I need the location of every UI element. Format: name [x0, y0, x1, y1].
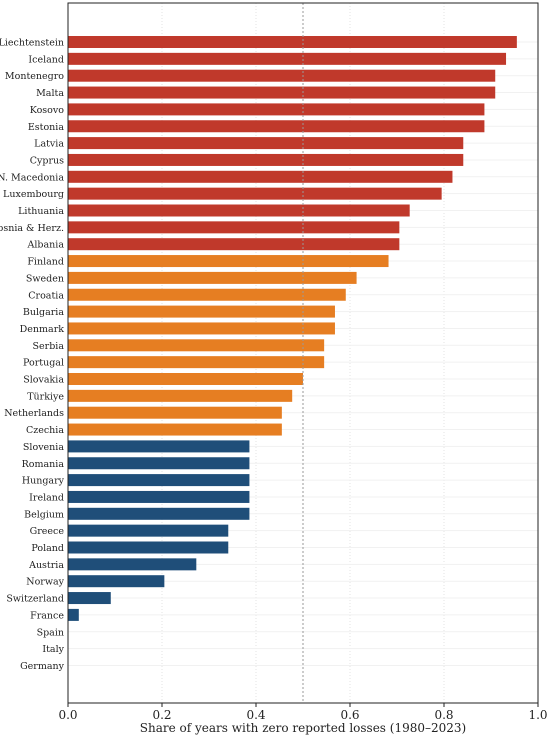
bar-romania [68, 457, 250, 470]
category-label: Germany [20, 661, 65, 672]
category-label: Cyprus [30, 155, 64, 166]
category-label: Switzerland [6, 594, 64, 605]
x-tick-label: 0.0 [58, 708, 77, 722]
bar-t-rkiye [68, 389, 293, 402]
bar-finland [68, 255, 389, 268]
category-label: Poland [31, 543, 64, 554]
x-tick-label: 0.8 [434, 708, 453, 722]
category-label: Slovenia [23, 442, 64, 453]
bar-n-macedonia [68, 170, 453, 183]
bar-sweden [68, 271, 357, 284]
bar-croatia [68, 288, 346, 301]
category-label: Bosnia & Herz. [0, 223, 64, 234]
category-label: N. Macedonia [0, 172, 64, 183]
bar-albania [68, 238, 400, 251]
category-label: Spain [37, 627, 64, 638]
category-label: Malta [36, 88, 64, 99]
x-tick-label: 0.2 [152, 708, 171, 722]
x-tick-label: 0.6 [340, 708, 359, 722]
bar-kosovo [68, 103, 485, 116]
category-label: Austria [28, 560, 64, 571]
category-label: Portugal [23, 358, 64, 369]
bar-greece [68, 524, 229, 537]
bar-poland [68, 541, 229, 554]
bar-czechia [68, 423, 282, 436]
bar-cyprus [68, 153, 464, 166]
bars [68, 36, 538, 666]
y-tick-labels: Liechtenstein Iceland Montenegro Malta Kosov… [0, 38, 65, 672]
bar-portugal [68, 356, 325, 369]
bar-liechtenstein [68, 36, 517, 48]
category-label: Greece [30, 526, 65, 537]
bar-serbia [68, 339, 325, 352]
bar-ireland [68, 490, 250, 503]
bar-slovenia [68, 440, 250, 453]
plot-frame [67, 2, 539, 704]
bar-austria [68, 558, 197, 571]
category-label: Türkiye [27, 391, 64, 402]
category-label: Croatia [28, 290, 64, 301]
x-tick-label: 1.0 [528, 708, 547, 722]
bar-hungary [68, 474, 250, 487]
category-label: Kosovo [30, 105, 65, 116]
bar-slovakia [68, 373, 303, 385]
bar-switzerland [68, 592, 111, 605]
category-label: Slovakia [23, 375, 64, 386]
category-label: Romania [22, 459, 65, 470]
category-label: Bulgaria [23, 307, 64, 318]
category-label: France [30, 610, 64, 621]
bar-norway [68, 575, 165, 588]
bar-denmark [68, 322, 335, 335]
bar-iceland [68, 52, 507, 65]
bar-netherlands [68, 406, 282, 419]
category-label: Norway [26, 577, 64, 588]
category-label: Denmark [20, 324, 65, 335]
category-label: Netherlands [4, 408, 64, 419]
category-label: Hungary [22, 476, 65, 487]
category-label: Iceland [28, 54, 64, 65]
category-label: Latvia [34, 139, 64, 150]
category-label: Italy [42, 644, 64, 655]
x-ticks: 0.0 0.2 0.4 0.6 0.8 1.0 [58, 703, 548, 722]
category-label: Albania [27, 240, 65, 251]
bar-belgium [68, 507, 250, 520]
bar-france [68, 608, 79, 621]
category-label: Luxembourg [3, 189, 64, 200]
category-label: Estonia [28, 122, 65, 133]
bar-montenegro [68, 69, 496, 82]
bar-estonia [68, 120, 485, 133]
bar-bulgaria [68, 305, 335, 318]
x-tick-label: 0.4 [246, 708, 265, 722]
category-label: Serbia [33, 341, 65, 352]
category-label: Ireland [29, 492, 64, 503]
bar-latvia [68, 137, 464, 150]
x-axis-label: Share of years with zero reported losses… [140, 721, 466, 735]
category-label: Czechia [26, 425, 64, 436]
bar-malta [68, 86, 496, 99]
category-label: Finland [27, 257, 64, 268]
bar-luxembourg [68, 187, 442, 200]
bar-lithuania [68, 204, 410, 217]
category-label: Belgium [24, 509, 64, 520]
category-label: Sweden [26, 273, 64, 284]
bar-bosnia-herz- [68, 221, 400, 234]
category-label: Liechtenstein [0, 38, 64, 49]
category-label: Lithuania [18, 206, 64, 217]
category-label: Montenegro [5, 71, 64, 82]
